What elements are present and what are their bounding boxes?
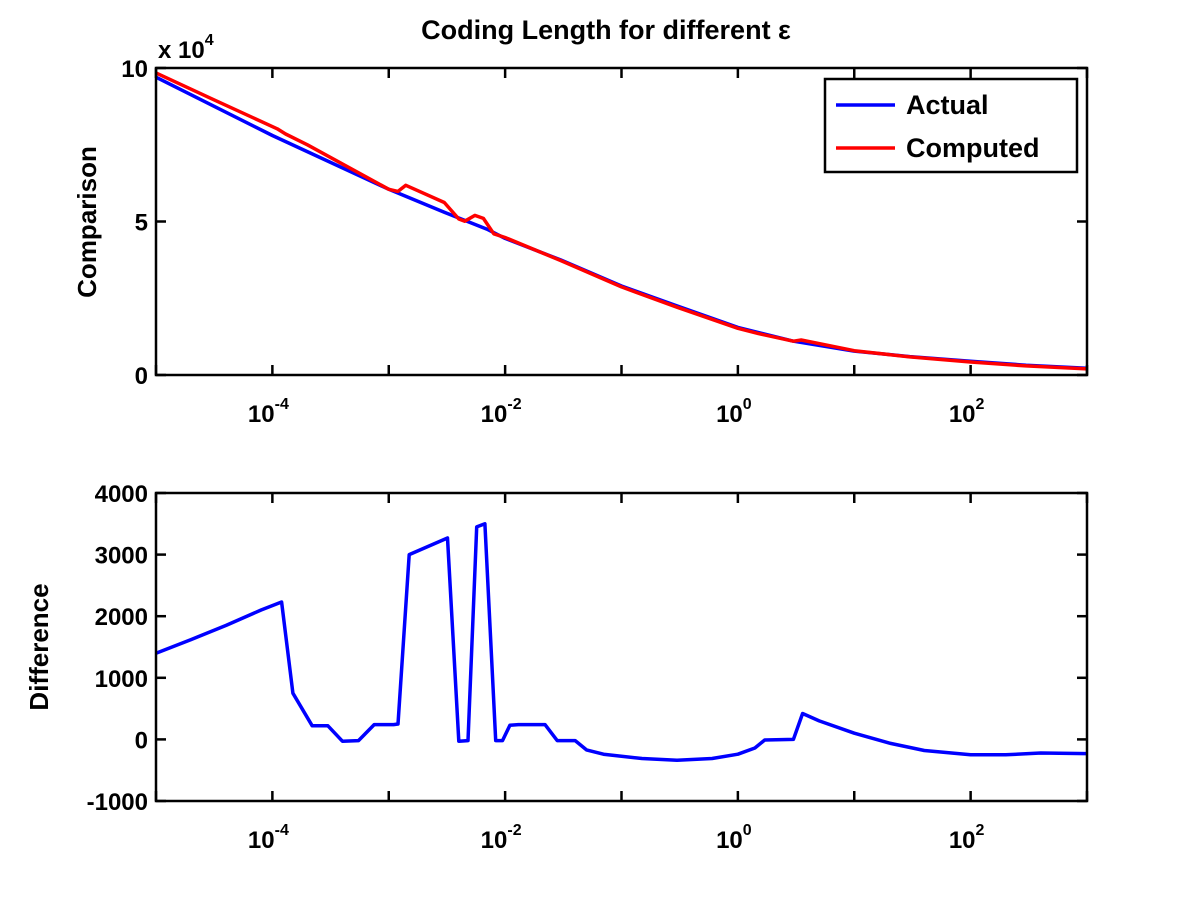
y-tick-label: 2000 [95,604,148,631]
difference-plot: -1000 0 1000 2000 3000 4000 10-4 10-2 100 102 Di… [24,481,1089,854]
y-tick-label: 0 [135,727,148,754]
comparison-axes-frame [154,66,1089,377]
comparison-lines [155,71,1088,371]
x-tick-label: 10-4 [248,822,289,854]
chart-title: Coding Length for different ε [421,15,791,45]
legend-label-actual: Actual [906,90,989,120]
comparison-y-axis-label: Comparison [72,146,102,298]
computed-series-line [155,71,1088,371]
y-tick-label: 3000 [95,543,148,570]
comparison-plot: 0 5 10 10-4 10-2 100 102 Comparison x 104 Act… [72,32,1089,428]
legend: Actual Computed [823,77,1079,174]
x-tick-label: 102 [949,396,985,428]
x-tick-label: 10-2 [481,396,522,428]
difference-axes-frame [154,491,1089,803]
x-tick-label: 10-2 [481,822,522,854]
y-tick-label: 10 [121,56,148,83]
y-tick-label: 0 [135,363,148,390]
x-tick-label: 10-4 [248,396,289,428]
y-multiplier-label: x 104 [158,32,214,64]
y-tick-label: 1000 [95,666,148,693]
legend-label-computed: Computed [906,133,1039,163]
x-tick-label: 102 [949,822,985,854]
difference-y-tick-labels: -1000 0 1000 2000 3000 4000 [87,481,148,816]
difference-lines [155,522,1088,763]
comparison-y-tick-labels: 0 5 10 [121,56,148,390]
legend-box [823,77,1079,174]
difference-x-tick-labels: 10-4 10-2 100 102 [248,822,985,854]
y-tick-label: 4000 [95,481,148,508]
x-tick-label: 100 [716,396,752,428]
y-tick-label: -1000 [87,789,148,816]
difference-series-line [155,522,1088,763]
x-tick-label: 100 [716,822,752,854]
comparison-x-tick-labels: 10-4 10-2 100 102 [248,396,985,428]
difference-y-axis-label: Difference [24,583,54,710]
y-tick-label: 5 [135,210,148,237]
